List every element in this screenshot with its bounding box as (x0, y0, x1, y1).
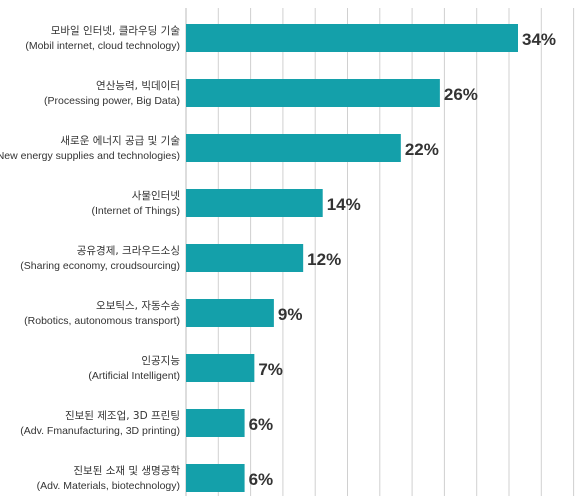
category-label-en: (Robotics, autonomous transport) (24, 315, 180, 327)
bar (186, 244, 304, 272)
category-label-en: (Sharing economy, croudsourcing) (20, 260, 180, 272)
data-label: 22% (405, 140, 439, 159)
category-label-en: (New energy supplies and technologies) (0, 150, 180, 162)
data-label: 6% (249, 415, 274, 434)
category-label-ko: 연산능력, 빅데이터 (96, 80, 180, 92)
data-label: 9% (278, 305, 303, 324)
category-label-ko: 오보틱스, 자동수송 (96, 300, 180, 312)
category-label-ko: 새로운 에너지 공급 및 기술 (60, 135, 180, 147)
data-label: 6% (249, 470, 274, 489)
bar (186, 464, 245, 492)
bar (186, 299, 274, 327)
category-label-ko: 사물인터넷 (132, 190, 181, 202)
category-label-en: (Adv. Materials, biotechnology) (37, 480, 180, 492)
bar (186, 24, 518, 52)
category-label-en: (Internet of Things) (91, 205, 180, 217)
category-label-ko: 진보된 제조업, 3D 프린팅 (65, 409, 180, 422)
data-label: 7% (258, 360, 283, 379)
category-label-ko: 모바일 인터넷, 클라우딩 기술 (51, 24, 181, 37)
category-label-en: (Mobil internet, cloud technology) (25, 40, 180, 52)
category-label-en: (Processing power, Big Data) (44, 95, 180, 107)
data-label: 26% (444, 85, 478, 104)
data-label: 12% (307, 250, 341, 269)
category-label-en: (Artificial Intelligent) (88, 370, 180, 382)
bar (186, 409, 245, 437)
bar (186, 79, 440, 107)
data-label: 34% (522, 30, 556, 49)
data-label: 14% (327, 195, 361, 214)
category-label-ko: 공유경제, 크라우드소싱 (77, 244, 180, 257)
bar (186, 134, 401, 162)
bar (186, 354, 255, 382)
bar (186, 189, 323, 217)
category-label-ko: 진보된 소재 및 생명공학 (73, 465, 180, 477)
category-label-ko: 인공지능 (141, 355, 180, 367)
category-label-en: (Adv. Fmanufacturing, 3D printing) (20, 425, 180, 437)
